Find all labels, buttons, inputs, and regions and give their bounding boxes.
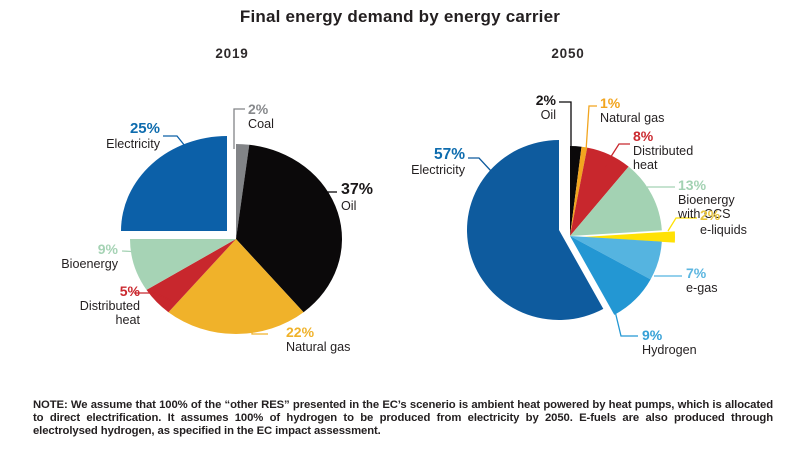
pie-2019-leader-distributed-heat — [134, 292, 173, 302]
pie-2019-title: 2019 — [215, 46, 249, 61]
pie-2019-name-line: Bioenergy — [61, 256, 118, 271]
pie-2019-slice-natural-gas — [168, 239, 304, 335]
pie-2050-leader-natural-gas — [585, 105, 597, 152]
pie-2050-slice-e-gas — [570, 236, 662, 280]
pie-2019-label-bioenergy: 9% Bioenergy — [61, 242, 118, 271]
pie-2019-slice-distributed-heat — [146, 239, 236, 313]
pie-2019-name-line: Oil — [341, 198, 357, 213]
pie-2050-name-line: Oil — [540, 107, 556, 122]
pie-2050-label-e-liquids: 2% e-liquids — [700, 208, 747, 237]
pie-2019-pct-electricity: 25% — [129, 120, 160, 137]
pie-2019-leader-bioenergy — [121, 250, 141, 253]
pie-2050-name-line: e-liquids — [700, 222, 747, 237]
pie-2019-pct-oil: 37% — [341, 181, 374, 198]
pie-2019-name-natural-gas: Natural gas — [286, 340, 350, 354]
pie-2019-pct-coal: 2% — [248, 101, 269, 117]
figure-title: Final energy demand by energy carrier — [239, 7, 561, 26]
pie-2019-label-electricity: 25% Electricity — [106, 121, 160, 151]
pie-2019-name-distributed-heat: Distributed heat — [80, 299, 140, 327]
pie-2050-slice-electricity — [467, 140, 604, 321]
pie-2050-name-e-gas: e-gas — [686, 281, 718, 295]
pie-2050-pct-natural-gas: 1% — [600, 95, 621, 111]
pie-2050-label-bioenergy-with-ccs: 13% Bioenergy with CCS — [678, 178, 735, 221]
pie-2050-name-line: e-gas — [686, 280, 718, 295]
pie-2019-name-line: heat — [115, 312, 140, 327]
pie-2050-leader-oil — [559, 101, 572, 147]
pie-2050-pct-oil: 2% — [535, 92, 556, 108]
pie-2050-name-line: with CCS — [678, 206, 731, 221]
pie-2019-slice-oil — [236, 144, 343, 313]
footnote: NOTE: We assume that 100% of the “other … — [33, 399, 773, 438]
pie-2050-name-line: heat — [633, 157, 658, 172]
pie-2019-slice-bioenergy — [130, 239, 236, 290]
pie-2050-slice-hydrogen — [570, 236, 651, 315]
pie-2050-label-distributed-heat: 8% Distributed heat — [633, 129, 693, 172]
pie-2050-pct-electricity: 57% — [433, 146, 465, 163]
pie-2019-pct-natural-gas: 22% — [286, 324, 315, 340]
pie-2050-pct-e-gas: 7% — [686, 265, 707, 281]
pie-2050-pct-hydrogen: 9% — [642, 327, 663, 343]
pie-2019-label-oil: 37% Oil — [341, 181, 374, 213]
pie-2050-name-electricity: Electricity — [411, 163, 465, 177]
pie-2050-name-oil: Oil — [536, 108, 556, 122]
pie-2050-pct-bioenergy-with-ccs: 13% — [678, 177, 707, 193]
pie-2019-label-distributed-heat: 5% Distributed heat — [80, 284, 140, 327]
pie-2050-slice-e-liquids — [583, 231, 676, 243]
pie-2019-name-line: Natural gas — [286, 339, 351, 354]
pie-2019-name-coal: Coal — [248, 117, 274, 131]
pie-2019-name-line: Distributed — [79, 298, 140, 313]
pie-2050-name-natural-gas: Natural gas — [600, 111, 664, 125]
pie-2050-slice-distributed-heat — [570, 147, 629, 236]
pie-2019-leader-coal — [233, 108, 245, 149]
pie-2019-leader-natural-gas — [251, 311, 268, 335]
pie-2019-slice-electricity — [121, 136, 227, 231]
pie-2019-name-line: Electricity — [106, 136, 160, 151]
pie-2050-name-hydrogen: Hydrogen — [642, 343, 697, 357]
pie-2050-label-e-gas: 7% e-gas — [686, 266, 718, 295]
pie-2050-title: 2050 — [551, 46, 585, 61]
pie-2050-name-e-liquids: e-liquids — [700, 223, 747, 237]
pie-2050-slice-bioenergy-with-ccs — [570, 166, 662, 236]
pie-2050-slice-natural-gas — [570, 146, 588, 236]
pie-2050-name-line: Bioenergy — [678, 192, 735, 207]
pie-2050-name-bioenergy-with-ccs: Bioenergy with CCS — [678, 193, 735, 221]
pie-2050-slice-oil — [570, 146, 582, 236]
pie-2019-name-bioenergy: Bioenergy — [61, 257, 118, 271]
pie-2050-name-line: Distributed — [633, 143, 694, 158]
pie-2019-label-natural-gas: 22% Natural gas — [286, 325, 350, 354]
pie-2050-name-line: Electricity — [411, 163, 465, 178]
pie-2050-leader-e-liquids — [667, 217, 697, 232]
pie-2050-name-line: Natural gas — [600, 110, 665, 125]
pie-2019-pct-distributed-heat: 5% — [119, 283, 140, 299]
pie-2019-label-coal: 2% Coal — [248, 102, 274, 131]
pie-2019-name-line: Coal — [248, 116, 274, 131]
pie-2019-name-electricity: Electricity — [106, 137, 160, 151]
pie-2050-label-electricity: 57% Electricity — [411, 146, 465, 177]
pie-2050-label-oil: 2% Oil — [536, 93, 556, 122]
pie-2050-leader-hydrogen — [614, 310, 638, 337]
pie-2050-pct-distributed-heat: 8% — [633, 128, 654, 144]
pie-2050-name-distributed-heat: Distributed heat — [633, 144, 693, 172]
pie-2050-label-hydrogen: 9% Hydrogen — [642, 328, 697, 357]
pie-2050-label-natural-gas: 1% Natural gas — [600, 96, 664, 125]
pie-2050-leader-distributed-heat — [604, 143, 630, 167]
pie-2019-leader-electricity — [163, 135, 190, 152]
pie-2050-pct-e-liquids: 2% — [700, 207, 721, 223]
pie-2050-leader-electricity — [468, 157, 492, 172]
pie-2019-slice-coal — [236, 144, 250, 239]
pie-2050-name-line: Hydrogen — [642, 342, 697, 357]
pie-2019-name-oil: Oil — [341, 199, 373, 213]
pie-2019-pct-bioenergy: 9% — [97, 241, 118, 257]
